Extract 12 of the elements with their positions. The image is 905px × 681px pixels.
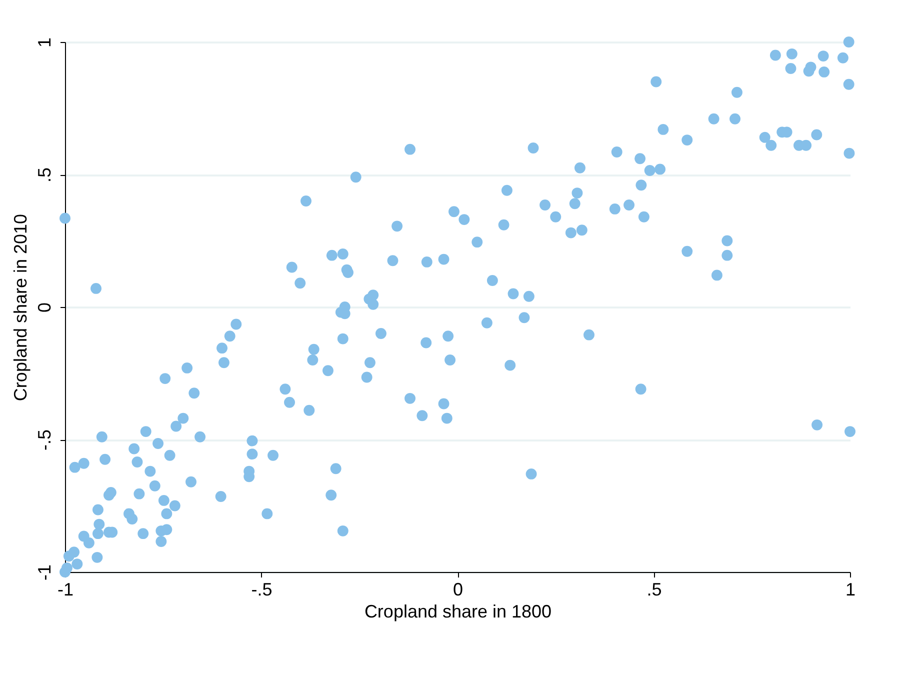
y-axis-title: Cropland share in 2010 bbox=[10, 214, 30, 402]
x-tick-label: -.5 bbox=[251, 580, 272, 600]
y-tick-label: -.5 bbox=[34, 429, 54, 451]
x-tick-label: .5 bbox=[646, 580, 662, 600]
y-tick-label: 0 bbox=[34, 302, 54, 313]
x-tick-label: 1 bbox=[845, 580, 856, 600]
y-tick-label: -1 bbox=[34, 564, 54, 581]
x-tick-label: 0 bbox=[452, 580, 464, 600]
x-tick-label: -1 bbox=[57, 580, 74, 600]
y-tick-label: .5 bbox=[34, 167, 54, 183]
x-axis-title: Cropland share in 1800 bbox=[364, 602, 552, 622]
y-tick-label: 1 bbox=[34, 37, 54, 48]
